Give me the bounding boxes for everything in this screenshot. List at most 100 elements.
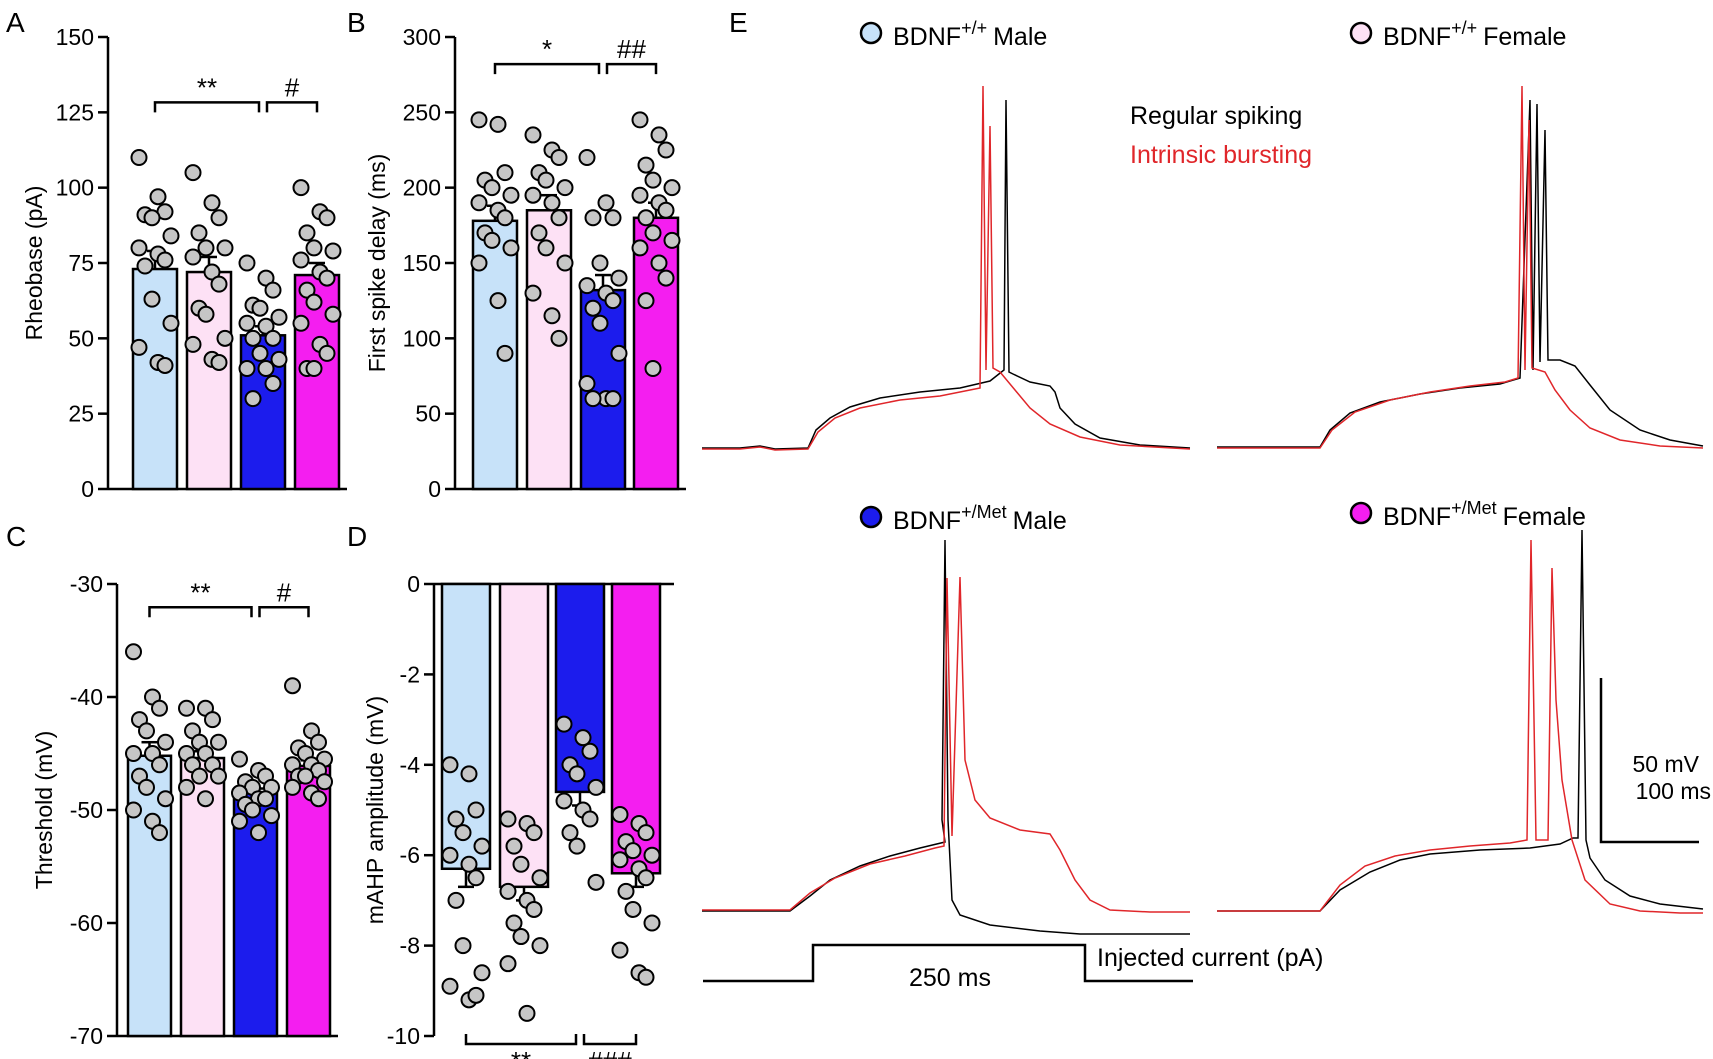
panel-a-point-wt-male [145,210,160,225]
panel-b-point-wt-female [539,240,554,255]
panel-a-sig-label-0: ** [197,72,217,102]
panel-a-point-met-female [320,271,335,286]
panel-a-point-wt-female [212,210,227,225]
panel-c-sig-label-0: ** [190,577,210,607]
panel-b-point-met-female [646,225,661,240]
panel-a-point-met-male [253,346,268,361]
panel-b-point-wt-female [526,127,541,142]
scale-bar-time-label: 100 ms [1636,778,1711,804]
legend-wt-female: BDNF+/+ Female [1351,18,1566,51]
panel-d-point-met-male [583,812,598,827]
panel-c-point-wt-female [198,791,213,806]
panel-d-point-met-female [626,843,641,858]
panel-b-point-wt-male [491,293,506,308]
panel-a-point-wt-female [186,165,201,180]
panel-c-point-wt-female [179,701,194,716]
panel-d-point-met-female [645,916,660,931]
panel-a-point-met-male [266,331,281,346]
panel-b-point-wt-male [472,112,487,127]
panel-label-e: E [729,7,748,38]
trace-met-female-regular [1217,530,1703,911]
panel-c-point-met-female [285,678,300,693]
panel-c-tick-label: -70 [70,1023,103,1049]
panel-d-point-wt-female [533,870,548,885]
panel-a-point-met-male [246,391,261,406]
panel-b-point-met-male [612,271,627,286]
legend-met-female-label: BDNF+/Met Female [1383,498,1586,531]
panel-b-point-met-female [652,256,667,271]
panel-a-point-wt-female [192,225,207,240]
panel-b-point-met-female [639,158,654,173]
trace-met-female-bursting [1217,540,1703,913]
panel-d-point-wt-female [527,902,542,917]
panel-c-point-wt-female [179,780,194,795]
panel-a-point-wt-male [151,189,166,204]
panel-c-point-wt-male [139,723,154,738]
panel-c-point-wt-female [211,735,226,750]
panel-b-point-wt-female [539,173,554,188]
panel-d-point-met-male [583,744,598,759]
panel-d-point-wt-male [449,893,464,908]
panel-a-point-met-male [240,256,255,271]
panel-b-point-met-female [665,180,680,195]
panel-a-sig-bracket-1 [267,102,317,112]
panel-label-b: B [347,7,366,38]
panel-c-point-wt-male [152,825,167,840]
panel-b-point-wt-female [545,308,560,323]
panel-b-tick-label: 300 [403,24,441,50]
panel-label-d: D [347,521,367,552]
trace-wt-male-bursting [702,86,1190,450]
panel-b-point-met-male [606,210,621,225]
panel-d-point-met-male [557,717,572,732]
panel-a-point-wt-female [199,240,214,255]
panel-c-point-wt-male [152,701,167,716]
panel-c-point-wt-male [126,746,141,761]
panel-b-point-met-female [646,173,661,188]
panel-b-tick-label: 150 [403,250,441,276]
panel-c-point-met-female [298,769,313,784]
panel-b-point-wt-female [558,180,573,195]
panel-c-sig-bracket-1 [260,607,309,617]
panel-c-tick-label: -60 [70,910,103,936]
panel-b-point-wt-male [472,195,487,210]
panel-d-tick-label: -8 [400,933,420,959]
panel-a-point-met-female [300,225,315,240]
panel-b-sig-label-0: * [542,34,552,64]
panel-c-point-met-male [232,814,247,829]
panel-d-point-wt-female [501,956,516,971]
panel-d-point-wt-male [456,825,471,840]
panel-b-point-met-male [593,316,608,331]
panel-a-point-wt-male [132,150,147,165]
panel-c-point-met-male [232,752,247,767]
panel-b-point-met-male [580,278,595,293]
panel-d-point-wt-male [475,839,490,854]
panel-c-point-met-male [258,791,273,806]
panel-d-point-met-female [639,825,654,840]
panel-d-point-wt-female [527,825,542,840]
panel-a-y-label: Rheobase (pA) [21,186,47,341]
panel-b-point-met-male [612,346,627,361]
panel-a-point-met-female [307,240,322,255]
panel-b-point-wt-female [552,150,567,165]
panel-b-sig-bracket-1 [607,64,656,74]
panel-b-point-met-male [586,391,601,406]
panel-c-tick-label: -50 [70,797,103,823]
panel-c-point-met-female [285,780,300,795]
panel-d-tick-label: -4 [400,752,421,778]
panel-d-point-wt-male [469,803,484,818]
panel-a-point-met-male [253,301,268,316]
panel-a-point-wt-male [158,358,173,373]
panel-b-point-met-male [580,376,595,391]
panel-a-tick-label: 25 [68,401,94,427]
legend-wt-female-marker [1351,23,1371,43]
panel-d-point-wt-female [514,929,529,944]
panel-c-tick-label: -40 [70,684,103,710]
panel-d-tick-label: -10 [387,1023,420,1049]
panel-d-sig-label-0: ** [511,1046,531,1059]
panel-a-point-met-male [240,316,255,331]
panel-a-point-met-female [326,307,341,322]
panel-b-point-wt-male [498,210,513,225]
panel-a-point-met-female [294,180,309,195]
panel-a-point-wt-male [132,240,147,255]
panel-b-point-met-female [633,112,648,127]
